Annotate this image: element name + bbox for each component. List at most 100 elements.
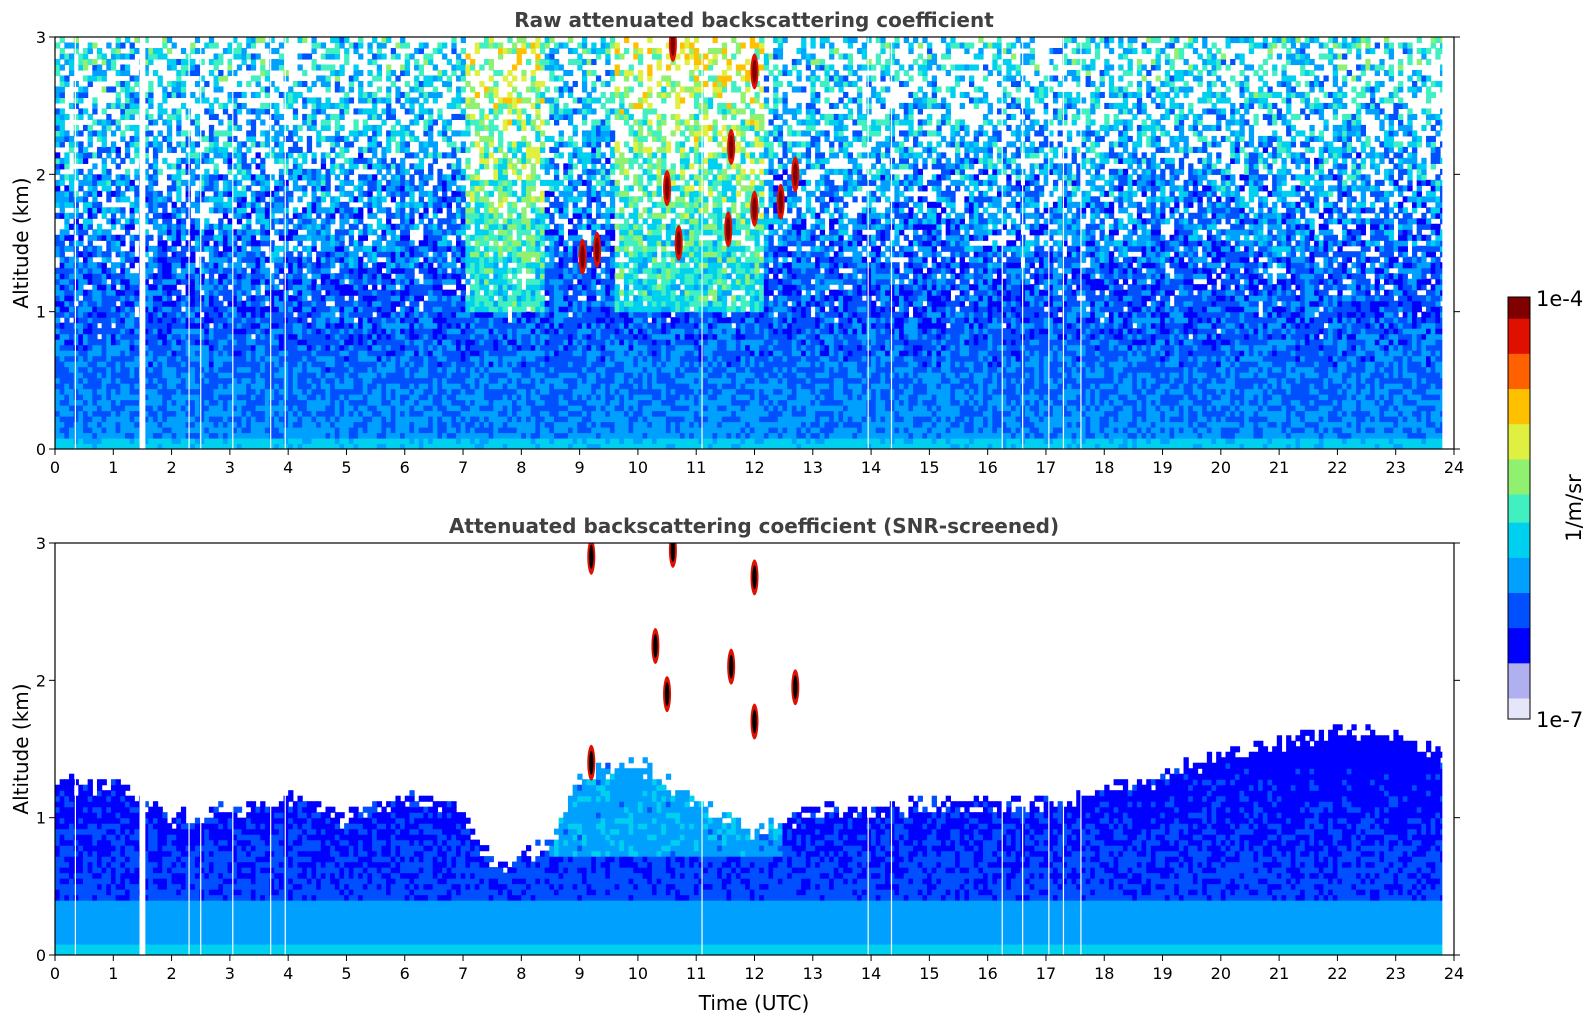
x-tick-label: 5: [341, 964, 351, 983]
x-tick-label: 0: [50, 458, 60, 477]
x-tick-label: 11: [686, 458, 706, 477]
x-tick-label: 7: [458, 964, 468, 983]
cloud-feature-core: [752, 196, 757, 221]
x-tick-label: 20: [1211, 964, 1231, 983]
x-tick-label: 21: [1269, 458, 1289, 477]
cloud-feature-core: [752, 565, 757, 590]
colorbar-frame: [1507, 296, 1531, 720]
cloud-feature-core: [752, 709, 757, 734]
panel1-y-axis: 0 1 2 3: [36, 28, 1460, 459]
x-tick-label: 17: [1036, 458, 1056, 477]
x-tick-label: 16: [977, 964, 997, 983]
x-tick-label: 13: [803, 458, 823, 477]
cloud-feature-core: [664, 176, 670, 201]
colorbar-unit-label: 1/m/sr: [1562, 474, 1586, 542]
x-tick-label: 12: [744, 458, 764, 477]
x-tick-label: 9: [575, 964, 585, 983]
panel2-heatmap: [55, 543, 1454, 955]
panel1-heatmap: [55, 37, 1454, 449]
panel1-x-axis: 0 1 2 3 4 5 6 7 8 9 10 11 12 13 14 15 16 17 18 19 20 21 22 23 24: [50, 449, 1464, 477]
cloud-feature-core: [726, 217, 731, 242]
y-tick-label: 3: [36, 28, 46, 47]
x-tick-label: 10: [628, 458, 648, 477]
x-tick-label: 5: [341, 458, 351, 477]
colorbar: 1e-4 1e-7 1/m/sr: [1507, 287, 1586, 732]
x-tick-label: 14: [861, 458, 881, 477]
x-tick-label: 12: [744, 964, 764, 983]
colorbar-gradient: [1508, 297, 1530, 720]
x-tick-label: 7: [458, 458, 468, 477]
x-tick-label: 22: [1327, 964, 1347, 983]
y-tick-label: 0: [36, 946, 46, 965]
y-tick-label: 0: [36, 440, 46, 459]
x-tick-label: 19: [1152, 458, 1172, 477]
snr-screened-panel: Attenuated backscattering coefficient (S…: [9, 514, 1464, 1015]
cloud-feature-core: [778, 189, 783, 214]
y-tick-label: 1: [36, 303, 46, 322]
cloud-feature-core: [728, 134, 734, 159]
cloud-feature-core: [670, 543, 676, 562]
y-tick-label: 3: [36, 534, 46, 553]
x-tick-label: 15: [919, 458, 939, 477]
x-tick-label: 21: [1269, 964, 1289, 983]
x-tick-label: 23: [1386, 458, 1406, 477]
cloud-feature-core: [793, 162, 798, 187]
x-tick-label: 14: [861, 964, 881, 983]
data-gap: [139, 37, 146, 449]
x-tick-label: 3: [225, 964, 235, 983]
cloud-feature-core: [752, 59, 757, 84]
y-tick-label: 2: [36, 165, 46, 184]
raw-backscatter-panel: Raw attenuated backscattering coefficien…: [9, 8, 1464, 477]
x-tick-label: 22: [1327, 458, 1347, 477]
cloud-feature-core: [589, 544, 594, 569]
cloud-feature-core: [793, 675, 798, 700]
cloud-feature-core: [653, 634, 658, 658]
cloud-feature-core: [670, 37, 676, 56]
x-tick-label: 4: [283, 964, 293, 983]
x-tick-label: 24: [1444, 964, 1464, 983]
x-tick-label: 1: [108, 964, 118, 983]
cloud-feature-core: [728, 654, 734, 679]
x-tick-label: 4: [283, 458, 293, 477]
panel1-y-label: Altitude (km): [9, 177, 33, 308]
x-tick-label: 9: [575, 458, 585, 477]
x-tick-label: 11: [686, 964, 706, 983]
x-tick-label: 18: [1094, 458, 1114, 477]
panel1-title: Raw attenuated backscattering coefficien…: [514, 8, 994, 32]
cloud-feature-core: [594, 237, 600, 262]
x-tick-label: 0: [50, 964, 60, 983]
x-tick-label: 15: [919, 964, 939, 983]
x-tick-label: 8: [516, 458, 526, 477]
x-tick-label: 13: [803, 964, 823, 983]
cloud-feature-core: [589, 750, 594, 775]
panel2-y-label: Altitude (km): [9, 683, 33, 814]
x-tick-label: 8: [516, 964, 526, 983]
panel2-x-label: Time (UTC): [698, 991, 810, 1015]
colorbar-min-label: 1e-7: [1536, 708, 1583, 732]
cloud-feature-core: [676, 231, 681, 255]
data-gap: [139, 543, 146, 955]
panel2-title: Attenuated backscattering coefficient (S…: [449, 514, 1059, 538]
x-tick-label: 6: [400, 964, 410, 983]
y-tick-label: 2: [36, 671, 46, 690]
x-tick-label: 18: [1094, 964, 1114, 983]
cloud-feature-core: [664, 682, 670, 707]
cloud-feature-core: [580, 244, 585, 269]
x-tick-label: 2: [166, 964, 176, 983]
y-tick-label: 1: [36, 809, 46, 828]
x-tick-label: 1: [108, 458, 118, 477]
colorbar-max-label: 1e-4: [1536, 287, 1583, 311]
x-tick-label: 6: [400, 458, 410, 477]
x-tick-label: 19: [1152, 964, 1172, 983]
x-tick-label: 2: [166, 458, 176, 477]
x-tick-label: 23: [1386, 964, 1406, 983]
panel2-x-axis: 0 1 2 3 4 5 6 7 8 9 10 11 12 13 14 15 16 17 18 19 20 21 22 23 24: [50, 955, 1464, 983]
x-tick-label: 10: [628, 964, 648, 983]
x-tick-label: 16: [977, 458, 997, 477]
x-tick-label: 3: [225, 458, 235, 477]
x-tick-label: 20: [1211, 458, 1231, 477]
panel2-y-axis: 0 1 2 3: [36, 534, 1460, 965]
x-tick-label: 24: [1444, 458, 1464, 477]
x-tick-label: 17: [1036, 964, 1056, 983]
